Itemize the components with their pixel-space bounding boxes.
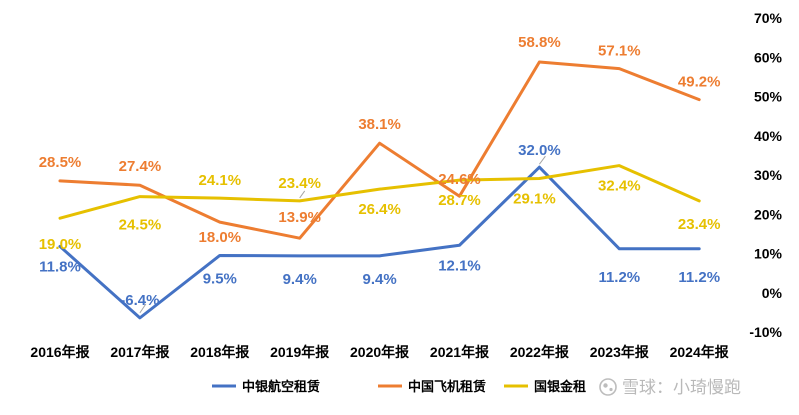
y-tick-label: 0% <box>762 285 783 301</box>
data-label: 9.5% <box>203 270 237 287</box>
watermark-text: 雪球：小琦慢跑 <box>622 377 741 397</box>
data-label: -6.4% <box>120 292 159 309</box>
data-label: 58.8% <box>518 34 561 51</box>
x-tick-label: 2020年报 <box>350 344 409 360</box>
data-label: 13.9% <box>278 209 321 226</box>
data-label: 24.6% <box>438 171 481 188</box>
data-label: 9.4% <box>362 271 396 288</box>
data-label: 29.1% <box>513 191 556 208</box>
data-label: 28.5% <box>39 154 82 171</box>
legend-label: 中国飞机租赁 <box>408 379 486 394</box>
data-label: 32.0% <box>518 142 561 159</box>
data-label: 32.4% <box>598 178 641 195</box>
data-label: 28.7% <box>438 192 481 209</box>
x-axis: 2016年报 2017年报 2018年报 2019年报 2020年报 2021年报 2022… <box>30 344 728 360</box>
data-label: 11.8% <box>39 258 81 275</box>
y-tick-label: -10% <box>749 324 782 340</box>
x-tick-label: 2019年报 <box>270 344 329 360</box>
x-tick-label: 2017年报 <box>110 344 169 360</box>
data-label: 49.2% <box>678 74 721 91</box>
y-tick-label: 10% <box>754 246 783 262</box>
leader-line <box>299 190 306 199</box>
data-label: 19.0% <box>39 236 82 253</box>
legend: 中银航空租赁 中国飞机租赁 国银金租 <box>212 379 586 394</box>
watermark: 雪球：小琦慢跑 <box>599 377 741 397</box>
data-label: 11.2% <box>598 269 640 286</box>
y-tick-label: 60% <box>754 49 783 65</box>
leader-line <box>539 155 546 165</box>
x-tick-label: 2024年报 <box>670 344 729 360</box>
y-tick-label: 30% <box>754 167 783 183</box>
data-label-layer: 11.8% -6.4% 9.5% 9.4% 9.4% 12.1% 32.0% 11.2% 11.… <box>39 34 721 314</box>
data-label: 26.4% <box>358 201 401 218</box>
legend-label: 中银航空租赁 <box>242 379 320 394</box>
x-tick-label: 2022年报 <box>510 344 569 360</box>
series-layer <box>58 60 701 320</box>
snowball-logo-icon <box>599 378 617 396</box>
series-line-2 <box>58 164 701 220</box>
y-tick-label: 70% <box>754 10 783 26</box>
data-label: 9.4% <box>283 271 317 288</box>
x-tick-label: 2021年报 <box>430 344 489 360</box>
y-tick-label: 20% <box>754 206 783 222</box>
y-axis: -10% 0% 10% 20% 30% 40% 50% 60% 70% <box>749 10 782 340</box>
data-label: 24.5% <box>119 217 162 234</box>
data-label: 27.4% <box>119 158 162 175</box>
data-label: 12.1% <box>438 257 481 274</box>
data-label: 24.1% <box>199 172 242 189</box>
y-tick-label: 40% <box>754 128 783 144</box>
x-tick-label: 2018年报 <box>190 344 249 360</box>
data-label: 11.2% <box>678 269 720 286</box>
data-label: 18.0% <box>199 229 242 246</box>
data-label: 57.1% <box>598 43 641 60</box>
data-label: 23.4% <box>678 216 721 233</box>
y-tick-label: 50% <box>754 89 783 105</box>
data-label: 23.4% <box>278 175 321 192</box>
x-tick-label: 2016年报 <box>30 344 89 360</box>
leader-line <box>139 303 147 314</box>
series-line-0 <box>58 165 701 320</box>
legend-label: 国银金租 <box>534 379 586 394</box>
data-label: 38.1% <box>358 116 401 133</box>
x-tick-label: 2023年报 <box>590 344 649 360</box>
